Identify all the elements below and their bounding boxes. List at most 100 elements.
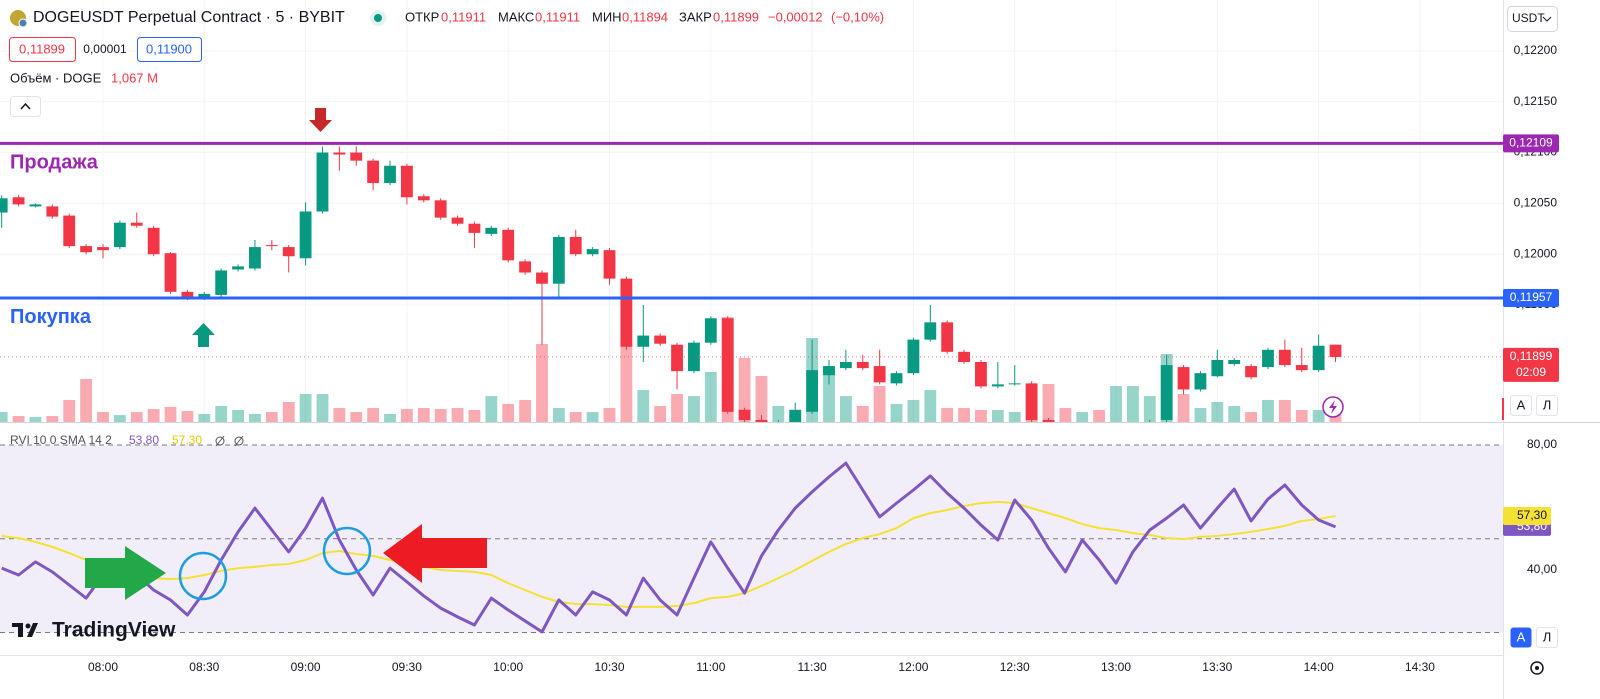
log-label[interactable]: Л <box>1543 629 1552 644</box>
log-label[interactable]: Л <box>1543 397 1552 412</box>
cross-circle <box>322 526 372 576</box>
candle-body <box>80 246 93 253</box>
bolt <box>1329 400 1337 414</box>
volume-bar <box>417 407 430 422</box>
candle-body <box>924 322 937 340</box>
volume-bar <box>1076 411 1089 422</box>
collapse-icon <box>20 102 31 110</box>
volume-bar <box>164 407 177 422</box>
volume-bar <box>924 390 937 422</box>
visibility-icons[interactable] <box>215 435 244 447</box>
candle-body <box>384 165 396 184</box>
x-tick-label: 08:00 <box>88 660 118 674</box>
rvi-plot <box>0 444 1503 634</box>
volume-bar <box>1278 399 1291 422</box>
buy-price[interactable]: 0,11900 <box>146 41 192 56</box>
x-tick-label: 14:30 <box>1405 660 1435 674</box>
volume-bar <box>249 413 261 422</box>
volume-bar <box>772 405 785 422</box>
candle-body <box>12 197 25 205</box>
volume-value: 1,067 M <box>111 70 158 85</box>
ohlc-value: 0,11911 <box>535 9 580 24</box>
volume-bar <box>1143 396 1156 422</box>
volume-bar <box>12 415 25 422</box>
candle-body <box>789 409 802 422</box>
volume-bar <box>63 399 76 422</box>
candle-body <box>265 245 278 247</box>
last-price-badge <box>1503 347 1559 382</box>
volume-bar <box>620 344 633 422</box>
candle-body <box>890 373 903 384</box>
buy-button[interactable] <box>137 37 202 62</box>
ohlc-value: 0,11894 <box>622 9 668 24</box>
candle-body <box>485 227 498 234</box>
candle-body <box>502 229 515 261</box>
volume-bar <box>958 407 970 422</box>
x-tick-label: 09:30 <box>392 660 422 674</box>
sell-price[interactable]: 0,11899 <box>19 41 65 56</box>
x-tick-label: 12:30 <box>1000 660 1030 674</box>
x-tick-label: 14:00 <box>1304 660 1334 674</box>
sell-button[interactable] <box>9 37 76 62</box>
candle-body <box>856 362 869 369</box>
volume-bar <box>232 409 244 422</box>
candle-body <box>367 160 380 184</box>
log-button[interactable] <box>1536 395 1558 416</box>
candle-body <box>671 344 683 372</box>
volume-bar <box>975 409 987 422</box>
level-badge <box>1503 288 1559 307</box>
candle-body <box>569 236 582 255</box>
rvi-value: 53,80 <box>129 433 159 447</box>
volume-bar <box>282 401 295 422</box>
volume-bar <box>316 394 329 422</box>
volume-title: Объём · DOGE <box>10 70 102 85</box>
volume-bar <box>468 409 481 422</box>
volume-bar <box>1008 411 1021 422</box>
auto-label[interactable]: A <box>1517 397 1526 412</box>
auto-label[interactable]: A <box>1517 629 1526 644</box>
volume-bar <box>586 411 599 422</box>
x-tick-label: 12:00 <box>898 660 928 674</box>
settings-icon[interactable] <box>1530 661 1544 675</box>
auto-button[interactable] <box>1510 395 1532 416</box>
currency[interactable]: USDT <box>1512 11 1545 25</box>
candle-body <box>1278 349 1291 366</box>
candle-body <box>468 223 481 233</box>
volume-bar <box>1042 384 1055 422</box>
volume-bar <box>552 407 565 422</box>
x-tick-label: 10:00 <box>493 660 523 674</box>
last-price-label: 0,11899 <box>1510 349 1553 363</box>
status-dot <box>374 14 382 22</box>
volume-bar <box>991 409 1004 422</box>
candle-body <box>130 222 143 226</box>
symbol-title: DOGEUSDT Perpetual Contract · 5 · BYBIT <box>33 9 345 26</box>
candle-body <box>417 196 430 201</box>
volume-bar <box>1110 386 1122 422</box>
auto-button[interactable] <box>1510 627 1532 648</box>
collapse-button[interactable] <box>10 96 41 117</box>
candle-body <box>316 152 329 212</box>
candle-body <box>637 335 650 347</box>
change: −0,00012 <box>768 9 823 24</box>
tv-logo-mark <box>12 623 38 637</box>
value-badge-label: 57,30 <box>1517 508 1547 522</box>
candle-body <box>29 204 42 207</box>
y-tick-label: 0,12150 <box>1514 94 1558 108</box>
x-tick-label: 11:30 <box>798 660 827 674</box>
candle-body <box>536 272 548 284</box>
volume-bar <box>519 399 531 422</box>
log-button[interactable] <box>1536 627 1558 648</box>
candle-body <box>873 366 886 383</box>
candle-body <box>147 227 160 255</box>
price-pane <box>0 0 1503 422</box>
candle-body <box>181 291 194 298</box>
candle-body <box>941 322 954 352</box>
volume-bar <box>1295 409 1308 422</box>
candle-body <box>164 253 177 292</box>
sell-arrow <box>309 108 332 132</box>
x-tick-label: 13:30 <box>1202 660 1232 674</box>
candle-body <box>1194 373 1207 390</box>
volume-bar <box>1177 394 1190 422</box>
currency-selector[interactable] <box>1507 6 1558 32</box>
